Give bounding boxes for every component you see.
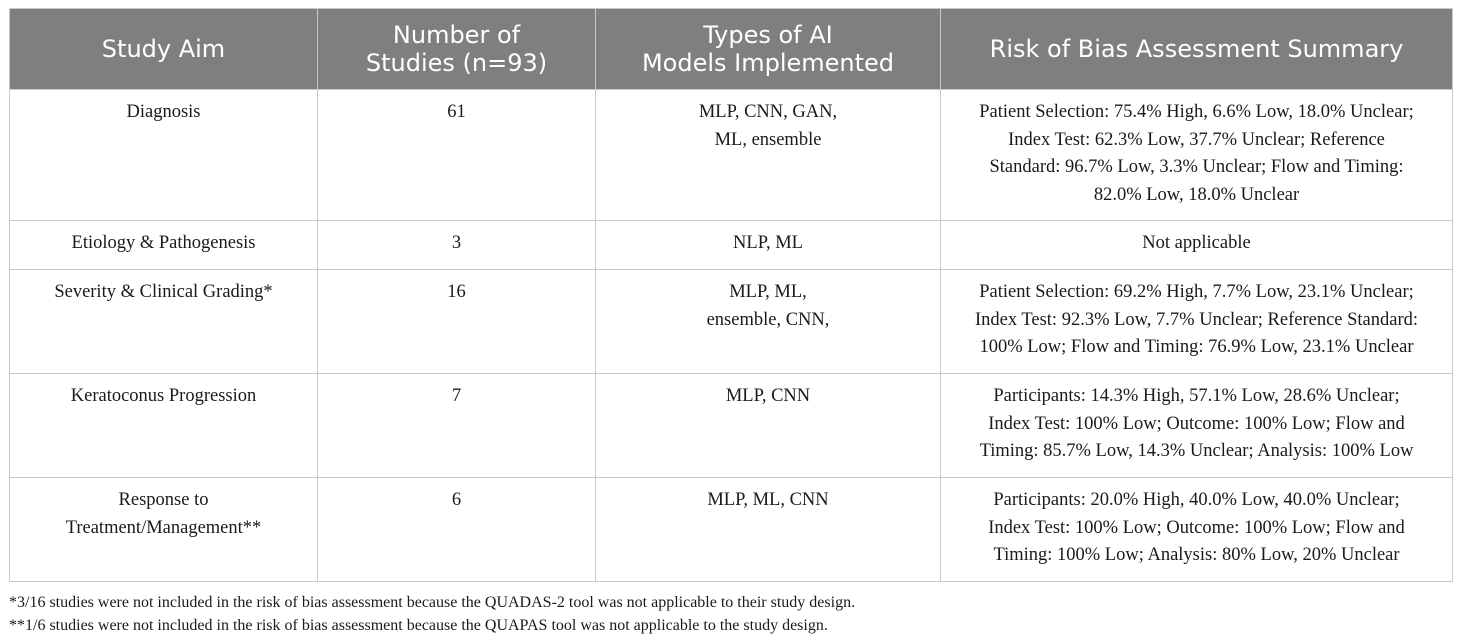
cell-number: 16 <box>317 269 596 374</box>
cell-number: 6 <box>317 477 596 582</box>
cell-line: Index Test: 62.3% Low, 37.7% Unclear; Re… <box>1008 129 1385 150</box>
cell-risk: Not applicable <box>940 220 1453 270</box>
cell-study-aim: Diagnosis <box>9 89 318 221</box>
cell-line: Diagnosis <box>126 102 201 122</box>
cell-models: MLP, ML, ensemble, CNN, <box>595 269 941 374</box>
cell-line: Participants: 14.3% High, 57.1% Low, 28.… <box>993 386 1400 406</box>
cell-line: Standard: 96.7% Low, 3.3% Unclear; Flow … <box>989 157 1404 177</box>
cell-study-aim: Severity & Clinical Grading* <box>9 269 318 374</box>
footnote: **1/6 studies were not included in the r… <box>9 617 828 634</box>
cell-study-aim: Response to Treatment/Management** <box>9 477 318 582</box>
footnotes: *3/16 studies were not included in the r… <box>9 591 1452 637</box>
header-line: Models Implemented <box>641 49 895 77</box>
cell-line: Not applicable <box>1142 233 1251 253</box>
cell-line: Patient Selection: 69.2% High, 7.7% Low,… <box>979 282 1414 302</box>
header-line: Number of <box>392 21 521 49</box>
cell-models: MLP, ML, CNN <box>595 477 941 582</box>
header-line: Study Aim <box>101 35 226 63</box>
cell-line: 82.0% Low, 18.0% Unclear <box>1093 184 1300 205</box>
cell-line: ensemble, CNN, <box>706 309 830 330</box>
cell-study-aim: Keratoconus Progression <box>9 373 318 478</box>
footnote: *3/16 studies were not included in the r… <box>9 594 856 611</box>
cell-number: 3 <box>317 220 596 270</box>
study-summary-table: Study Aim Number of Studies (n=93) Types… <box>9 8 1453 582</box>
cell-line: MLP, ML, CNN <box>707 490 829 510</box>
cell-line: 61 <box>447 102 466 122</box>
cell-risk: Patient Selection: 75.4% High, 6.6% Low,… <box>940 89 1453 221</box>
cell-models: NLP, ML <box>595 220 941 270</box>
cell-line: 3 <box>451 233 462 253</box>
cell-number: 7 <box>317 373 596 478</box>
header-line: Studies (n=93) <box>365 49 548 77</box>
cell-number: 61 <box>317 89 596 221</box>
cell-line: MLP, ML, <box>729 282 807 302</box>
table-row: Response to Treatment/Management** 6 MLP… <box>9 477 1453 582</box>
cell-line: Index Test: 92.3% Low, 7.7% Unclear; Ref… <box>974 309 1419 330</box>
table-row: Diagnosis 61 MLP, CNN, GAN, ML, ensemble… <box>9 89 1453 221</box>
cell-risk: Participants: 14.3% High, 57.1% Low, 28.… <box>940 373 1453 478</box>
header-line: Risk of Bias Assessment Summary <box>989 35 1404 63</box>
cell-models: MLP, CNN, GAN, ML, ensemble <box>595 89 941 221</box>
table-row: Etiology & Pathogenesis 3 NLP, ML Not ap… <box>9 220 1453 270</box>
cell-risk: Patient Selection: 69.2% High, 7.7% Low,… <box>940 269 1453 374</box>
cell-line: 6 <box>451 490 462 510</box>
cell-line: 100% Low; Flow and Timing: 76.9% Low, 23… <box>979 337 1414 357</box>
cell-line: Timing: 100% Low; Analysis: 80% Low, 20%… <box>993 545 1400 565</box>
cell-line: 7 <box>451 386 462 406</box>
cell-risk: Participants: 20.0% High, 40.0% Low, 40.… <box>940 477 1453 582</box>
cell-line: Response to <box>118 490 209 510</box>
table-row: Severity & Clinical Grading* 16 MLP, ML,… <box>9 269 1453 374</box>
table-container: Study Aim Number of Studies (n=93) Types… <box>9 8 1453 637</box>
cell-line: Index Test: 100% Low; Outcome: 100% Low;… <box>988 413 1405 434</box>
header-line: Types of AI <box>703 21 833 49</box>
cell-line: Etiology & Pathogenesis <box>71 233 256 253</box>
cell-line: Participants: 20.0% High, 40.0% Low, 40.… <box>993 490 1400 510</box>
cell-models: MLP, CNN <box>595 373 941 478</box>
header-ai-models: Types of AI Models Implemented <box>595 8 941 90</box>
cell-line: MLP, CNN, GAN, <box>698 102 838 122</box>
table-header-row: Study Aim Number of Studies (n=93) Types… <box>9 8 1453 90</box>
header-number-of-studies: Number of Studies (n=93) <box>317 8 596 90</box>
cell-line: Patient Selection: 75.4% High, 6.6% Low,… <box>979 102 1414 122</box>
cell-line: Severity & Clinical Grading* <box>54 282 273 302</box>
cell-line: 16 <box>447 282 466 302</box>
cell-line: Timing: 85.7% Low, 14.3% Unclear; Analys… <box>979 441 1414 461</box>
cell-line: Keratoconus Progression <box>70 386 257 406</box>
cell-study-aim: Etiology & Pathogenesis <box>9 220 318 270</box>
cell-line: Treatment/Management** <box>65 517 262 538</box>
table-row: Keratoconus Progression 7 MLP, CNN Parti… <box>9 373 1453 478</box>
header-risk-of-bias: Risk of Bias Assessment Summary <box>940 8 1453 90</box>
cell-line: MLP, CNN <box>725 386 811 406</box>
cell-line: ML, ensemble <box>714 129 822 150</box>
cell-line: NLP, ML <box>733 233 803 253</box>
cell-line: Index Test: 100% Low; Outcome: 100% Low;… <box>988 517 1405 538</box>
header-study-aim: Study Aim <box>9 8 318 90</box>
